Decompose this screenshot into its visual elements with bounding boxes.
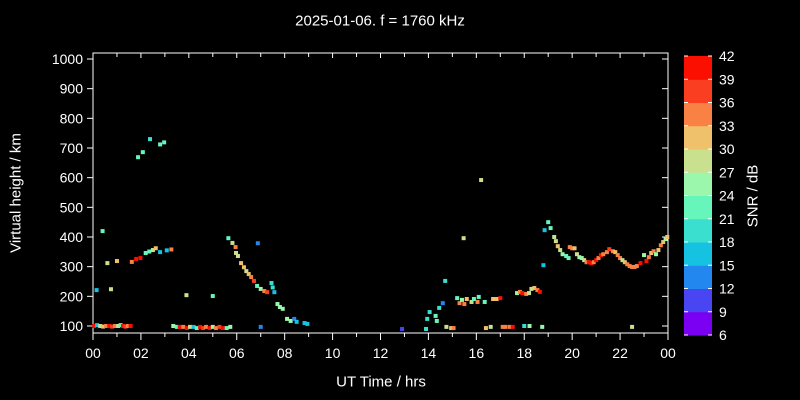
svg-text:30: 30: [719, 141, 735, 157]
svg-text:1000: 1000: [52, 51, 83, 67]
colorbar-label: SNR / dB: [744, 164, 762, 228]
svg-text:12: 12: [373, 345, 389, 361]
svg-text:500: 500: [60, 199, 84, 215]
y-axis-label: Virtual height / km: [7, 133, 25, 253]
chart-title: 2025-01-06. f = 1760 kHz: [295, 12, 465, 30]
svg-text:14: 14: [421, 345, 437, 361]
svg-text:900: 900: [60, 81, 84, 97]
x-axis-label: UT Time / hrs: [336, 373, 426, 391]
svg-text:39: 39: [719, 71, 735, 87]
svg-text:21: 21: [719, 211, 735, 227]
svg-text:18: 18: [516, 345, 532, 361]
svg-text:16: 16: [469, 345, 485, 361]
svg-text:04: 04: [181, 345, 197, 361]
svg-text:400: 400: [60, 229, 84, 245]
svg-text:600: 600: [60, 170, 84, 186]
svg-text:12: 12: [719, 281, 735, 297]
svg-text:00: 00: [85, 345, 101, 361]
svg-text:20: 20: [564, 345, 580, 361]
svg-text:100: 100: [60, 318, 84, 334]
svg-text:200: 200: [60, 288, 84, 304]
svg-text:33: 33: [719, 118, 735, 134]
svg-text:00: 00: [660, 345, 676, 361]
svg-text:15: 15: [719, 257, 735, 273]
svg-text:42: 42: [719, 48, 735, 64]
svg-text:06: 06: [229, 345, 245, 361]
svg-text:800: 800: [60, 110, 84, 126]
svg-text:08: 08: [277, 345, 293, 361]
svg-text:300: 300: [60, 259, 84, 275]
svg-text:27: 27: [719, 164, 735, 180]
svg-text:10: 10: [325, 345, 341, 361]
svg-text:24: 24: [719, 188, 735, 204]
svg-text:18: 18: [719, 234, 735, 250]
svg-text:36: 36: [719, 95, 735, 111]
svg-text:6: 6: [719, 327, 727, 343]
svg-text:700: 700: [60, 140, 84, 156]
svg-text:02: 02: [133, 345, 149, 361]
svg-text:22: 22: [612, 345, 628, 361]
svg-text:9: 9: [719, 304, 727, 320]
